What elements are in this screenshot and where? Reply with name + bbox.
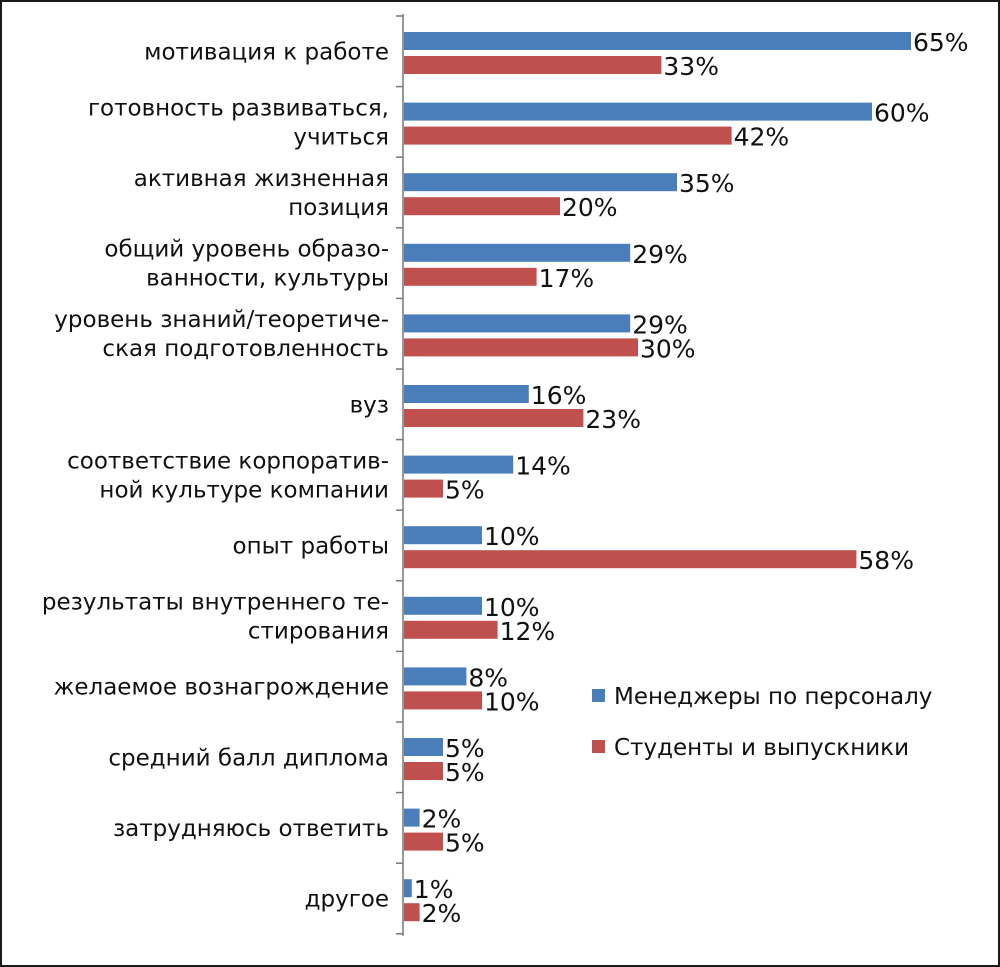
legend-label: Менеджеры по персоналу	[614, 684, 932, 710]
managers-bar	[404, 455, 514, 474]
data-label: 35%	[679, 169, 735, 198]
data-label: 2%	[422, 805, 462, 834]
category-label: позиция	[288, 195, 389, 221]
data-label: 23%	[585, 405, 641, 434]
data-label: 8%	[468, 663, 508, 692]
data-label: 10%	[484, 687, 540, 716]
category-label: соответствие корпоратив-	[67, 448, 389, 474]
category-label: стирования	[248, 619, 389, 645]
category-label: опыт работы	[233, 534, 390, 560]
category-label: уровень знаний/теоретиче-	[54, 307, 389, 333]
category-label: общий уровень образо-	[104, 237, 389, 263]
data-label: 2%	[422, 899, 462, 928]
category-label: желаемое вознагрождение	[54, 675, 389, 701]
data-label: 10%	[484, 522, 540, 551]
data-label: 12%	[500, 617, 556, 646]
students-bar	[404, 762, 443, 780]
data-label: 5%	[445, 734, 485, 763]
data-label: 33%	[663, 52, 719, 81]
data-label: 5%	[445, 476, 485, 505]
category-label: ская подготовленность	[102, 336, 389, 362]
category-label: другое	[305, 887, 389, 913]
managers-bar	[404, 738, 443, 756]
category-label: мотивация к работе	[144, 39, 389, 65]
students-bar	[404, 409, 584, 427]
students-bar	[404, 479, 443, 498]
data-label: 1%	[414, 875, 454, 904]
category-label: готовность развиваться,	[88, 95, 389, 121]
data-label: 5%	[445, 758, 485, 787]
legend-swatch	[592, 689, 605, 702]
data-label: 58%	[858, 546, 914, 575]
managers-bar	[404, 808, 420, 827]
category-label: вуз	[350, 392, 389, 418]
students-bar	[404, 691, 482, 710]
students-bar	[404, 338, 638, 357]
managers-bar	[404, 102, 872, 121]
category-label: ванности, культуры	[146, 266, 389, 292]
students-bar	[404, 620, 498, 639]
students-bar	[404, 267, 537, 286]
data-label: 42%	[734, 123, 790, 152]
category-label: учиться	[293, 124, 389, 150]
students-bar	[404, 903, 420, 922]
managers-bar	[404, 667, 467, 686]
data-label: 5%	[445, 829, 485, 858]
managers-bar	[404, 526, 482, 545]
managers-bar	[404, 385, 529, 403]
data-label: 29%	[632, 310, 688, 339]
managers-bar	[404, 596, 482, 615]
category-label: затрудняюсь ответить	[113, 816, 389, 842]
category-label: активная жизненная	[134, 166, 389, 192]
data-label: 30%	[640, 334, 696, 363]
category-label: ной культуре компании	[99, 477, 389, 503]
students-bar	[404, 56, 662, 74]
legend-label: Студенты и выпускники	[614, 735, 909, 761]
data-label: 14%	[515, 452, 571, 481]
managers-bar	[404, 173, 677, 192]
data-label: 10%	[484, 593, 540, 622]
data-label: 65%	[913, 28, 969, 57]
category-label: средний балл диплома	[108, 745, 389, 771]
category-label: результаты внутреннего те-	[42, 590, 389, 616]
students-bar	[404, 126, 732, 145]
data-label: 60%	[874, 99, 930, 128]
legend-swatch	[592, 740, 605, 753]
managers-bar	[404, 32, 911, 50]
managers-bar	[404, 879, 412, 898]
data-label: 29%	[632, 240, 688, 269]
students-bar	[404, 832, 443, 851]
data-label: 17%	[539, 264, 595, 293]
data-label: 20%	[562, 193, 618, 222]
students-bar	[404, 197, 560, 216]
students-bar	[404, 550, 857, 569]
data-label: 16%	[531, 381, 587, 410]
managers-bar	[404, 314, 631, 333]
managers-bar	[404, 243, 631, 262]
